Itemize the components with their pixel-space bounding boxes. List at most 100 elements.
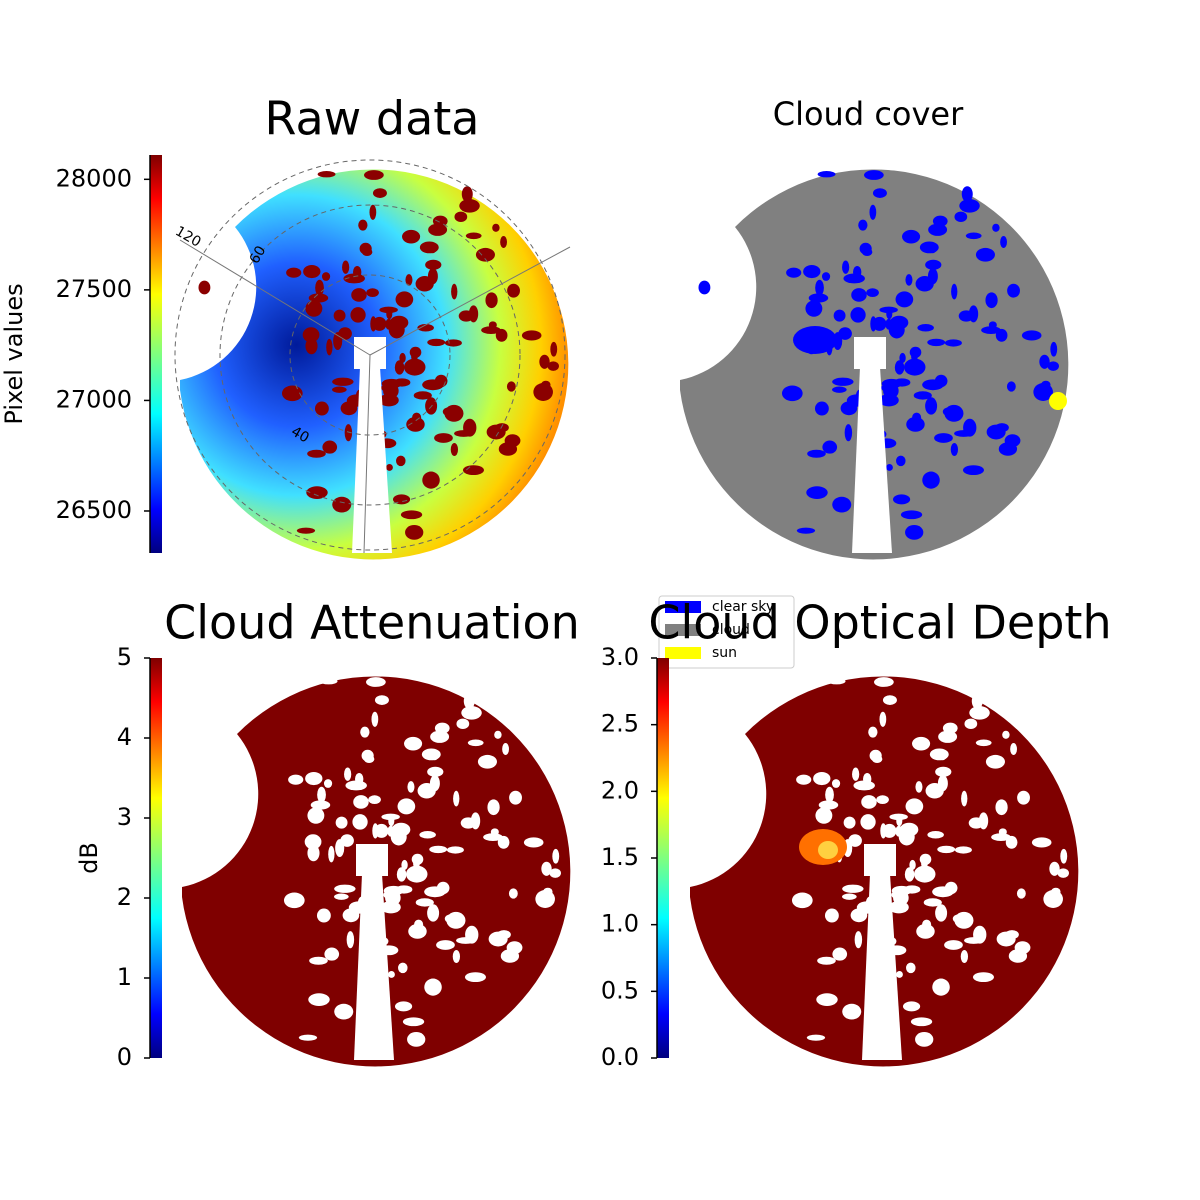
cloud-patch — [882, 823, 897, 838]
cloud-patch — [454, 211, 468, 222]
cloud-patch — [937, 845, 956, 854]
cloud-patch — [296, 527, 316, 534]
cloud-patch — [838, 327, 852, 340]
cloud-patch — [910, 1017, 933, 1027]
cloud-patch — [334, 1003, 354, 1020]
colorbar-tick-label: 3.0 — [601, 643, 639, 671]
cloud-patch — [896, 455, 906, 467]
cloud-patch — [409, 346, 422, 358]
cloud-patch — [494, 730, 502, 739]
cloud-patch — [943, 408, 953, 415]
cloud-patch — [395, 291, 414, 308]
cloud-patch — [950, 443, 959, 456]
cloud-patch — [824, 908, 839, 923]
polar-ring — [219, 204, 521, 506]
cloud-patch — [380, 901, 401, 914]
cloud-patch — [307, 449, 326, 458]
cloud-patch — [922, 919, 932, 930]
cloud-patch — [369, 204, 377, 220]
cloud-patch — [935, 904, 948, 922]
cloud-patch — [1007, 283, 1020, 298]
cloud-patch — [917, 323, 934, 332]
polar-ring — [289, 274, 451, 436]
colorbar-tick-label: 5 — [117, 643, 132, 671]
legend-label: clear sky — [712, 599, 774, 615]
polar-label: 60 — [247, 243, 270, 266]
cloud-patch — [904, 867, 915, 882]
polar-spoke — [369, 246, 571, 356]
cloud-patch — [434, 374, 448, 388]
cloud-patch — [842, 893, 857, 900]
cloud-patch — [549, 868, 561, 878]
polar-label: 40 — [288, 424, 311, 447]
cloud-patch — [308, 993, 330, 1006]
cloud-patch — [1017, 790, 1030, 805]
colorbar-tick-label: 26500 — [56, 496, 132, 524]
cloud-patch — [319, 678, 338, 685]
cloud-patch — [932, 215, 948, 227]
cloud-patch — [332, 377, 354, 386]
cloud-patch — [304, 834, 322, 850]
cloud-patch — [854, 931, 863, 949]
panels: Raw data120604026500270002750028000Pixel… — [0, 92, 1112, 1072]
cloud-patch — [848, 834, 862, 847]
colorbar-tick-label: 3 — [117, 803, 132, 831]
cloud-patch — [419, 830, 436, 839]
cloud-patch — [378, 394, 399, 407]
cloud-patch — [858, 219, 868, 231]
cloud-patch — [1060, 848, 1068, 864]
cloud-patch — [1010, 743, 1017, 755]
cloud-patch — [352, 814, 368, 830]
cloud-patch — [913, 391, 932, 400]
colorbar-label: dB — [75, 842, 103, 874]
cloud-patch — [323, 779, 333, 788]
cloud-patch — [552, 848, 560, 864]
cloud-patch — [944, 881, 958, 895]
cloud-patch — [364, 170, 384, 180]
cloud-patch — [366, 677, 386, 687]
cloud-patch — [368, 795, 381, 805]
cloud-patch — [876, 795, 889, 805]
cloud-patch — [919, 241, 939, 254]
colorbar-tick-label: 0.0 — [601, 1043, 639, 1071]
cloud-patch — [283, 892, 305, 909]
cloud-patch — [861, 795, 877, 809]
cloud-patch — [317, 171, 336, 178]
cloud-patch — [960, 950, 969, 963]
cloud-patch — [539, 354, 550, 369]
cloud-patch — [394, 1001, 413, 1012]
cloud-patch — [975, 739, 992, 747]
cloud-patch — [465, 232, 482, 240]
cloud-patch — [434, 722, 450, 734]
legend-swatch — [665, 647, 701, 659]
cloud-patch — [996, 931, 1016, 947]
cloud-patch — [871, 755, 883, 763]
cloud-patch — [878, 394, 899, 407]
colorbar-tick-label: 2.0 — [601, 776, 639, 804]
cloud-patch — [477, 754, 497, 769]
cloud-patch — [396, 455, 406, 467]
cloud-patch — [407, 781, 415, 793]
cloud-patch — [507, 283, 520, 298]
cloud-patch — [541, 861, 552, 876]
cloud-patch — [446, 846, 464, 854]
cloud-patch — [371, 711, 379, 727]
cloud-patch — [882, 695, 897, 705]
cloud-patch — [523, 837, 544, 848]
cloud-patch — [978, 812, 989, 830]
cloud-patch — [992, 223, 1000, 232]
cloud-patch — [334, 884, 356, 893]
cloud-patch — [868, 726, 878, 738]
cloud-patch — [459, 199, 480, 213]
cloud-patch — [898, 828, 915, 846]
cloud-patch — [796, 774, 812, 785]
cloud-patch — [852, 767, 860, 781]
sky-image — [690, 676, 1079, 1067]
cloud-patch — [388, 971, 395, 978]
cloud-patch — [321, 272, 331, 281]
cloud-patch — [322, 440, 338, 454]
cloud-patch — [881, 378, 902, 389]
colorbar — [150, 155, 162, 553]
cloud-patch — [807, 449, 826, 458]
cloud-patch — [363, 755, 375, 763]
